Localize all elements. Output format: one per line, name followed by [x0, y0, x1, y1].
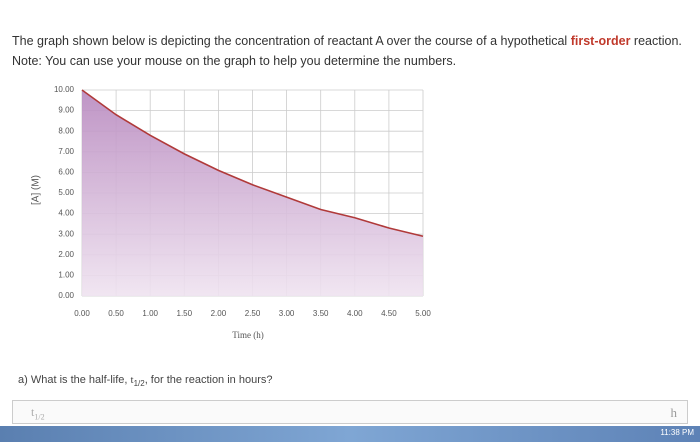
symbol: t — [31, 405, 35, 419]
x-tick-label: 0.50 — [108, 309, 124, 318]
placeholder: t1/2 — [31, 405, 45, 421]
taskbar: 11:38 PM — [0, 426, 700, 442]
x-tick-label: 5.00 — [415, 309, 431, 318]
question-text: a) What is the half-life, — [18, 374, 131, 386]
intro-end: reaction. — [633, 34, 682, 48]
highlight: first-order — [570, 34, 631, 48]
intro-text: The graph shown below is depicting the c… — [12, 34, 568, 48]
x-tick-label: 0.00 — [74, 309, 90, 318]
y-tick-label: 9.00 — [58, 106, 74, 115]
y-tick-label: 3.00 — [58, 229, 74, 238]
note: Note: You can use your mouse on the grap… — [12, 54, 457, 68]
question: a) What is the half-life, t1/2, for the … — [18, 374, 272, 388]
x-tick-label: 2.00 — [211, 309, 227, 318]
y-tick-label: 6.00 — [58, 168, 74, 177]
y-tick-label: 8.00 — [58, 126, 74, 135]
x-tick-label: 3.50 — [313, 309, 329, 318]
x-tick-label: 4.50 — [381, 309, 397, 318]
x-tick-label: 1.00 — [142, 309, 158, 318]
x-tick-label: 3.00 — [279, 309, 295, 318]
question-end: , for the reaction in hours? — [144, 374, 273, 386]
subscript: 1/2 — [34, 412, 45, 422]
y-tick-label: 7.00 — [58, 147, 74, 156]
y-tick-label: 5.00 — [58, 188, 74, 197]
y-tick-label: 4.00 — [58, 209, 74, 218]
chart: Time (h) [A] (M) 0.00 1.00 2.00 3.00 4.00 5.0… — [31, 85, 432, 340]
line — [81, 89, 424, 238]
y-tick-label: 1.00 — [58, 271, 74, 280]
symbol: t — [130, 374, 134, 386]
clock: 11:38 PM — [660, 428, 694, 437]
y-tick-label: 10.00 — [54, 85, 75, 94]
y-axis-label: [A] (M) — [31, 175, 42, 205]
y-tick-label: 0.00 — [58, 291, 74, 300]
x-tick-label: 4.00 — [347, 309, 363, 318]
intro: The graph shown below is depicting the c… — [12, 34, 682, 48]
x-tick-label: 1.50 — [177, 309, 193, 318]
y-tick-label: 2.00 — [58, 250, 74, 259]
subscript: 1/2 — [133, 379, 145, 389]
answer-input[interactable]: t1/2 h — [12, 400, 688, 424]
area — [82, 90, 423, 296]
unit: h — [670, 405, 678, 420]
x-tick-label: 2.50 — [245, 309, 261, 318]
x-axis-label: Time (h) — [232, 330, 263, 340]
